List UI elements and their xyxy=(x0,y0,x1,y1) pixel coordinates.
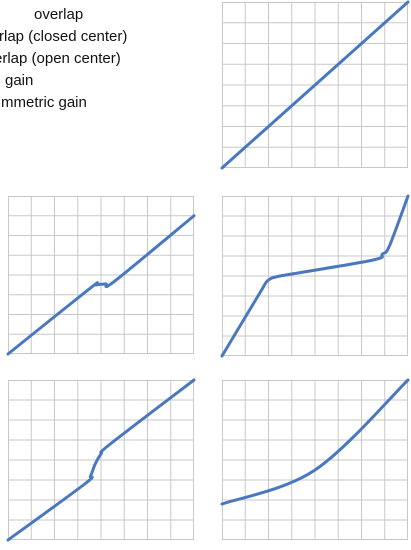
legend-item-closed-center: rlap (closed center) xyxy=(0,28,128,45)
series-line xyxy=(6,214,196,356)
series-line xyxy=(220,0,410,170)
gridlines xyxy=(8,196,194,354)
legend-item-open-center: erlap (open center) xyxy=(0,50,121,67)
gridlines xyxy=(8,380,194,540)
chart-bottom-right xyxy=(220,378,410,540)
series-line xyxy=(220,378,410,506)
plot-frame xyxy=(222,2,408,168)
gridlines xyxy=(222,2,408,168)
chart-top-right xyxy=(220,0,410,170)
chart-middle-left xyxy=(6,196,196,356)
series-line xyxy=(220,194,410,358)
plot-frame xyxy=(8,196,194,354)
legend-item-asymmetric-gain: mmetric gain xyxy=(1,94,87,111)
plot-frame xyxy=(8,380,194,540)
gridlines xyxy=(222,196,408,356)
gridlines xyxy=(222,380,408,540)
legend-item-gain: gain xyxy=(5,72,34,89)
legend-item-overlap: overlap xyxy=(34,6,84,23)
plot-frame xyxy=(222,380,408,540)
legend: overlap rlap (closed center) erlap (open… xyxy=(0,6,205,136)
series-line xyxy=(6,378,196,542)
plot-frame xyxy=(222,196,408,356)
chart-bottom-left xyxy=(6,378,196,542)
chart-middle-right xyxy=(220,194,410,358)
